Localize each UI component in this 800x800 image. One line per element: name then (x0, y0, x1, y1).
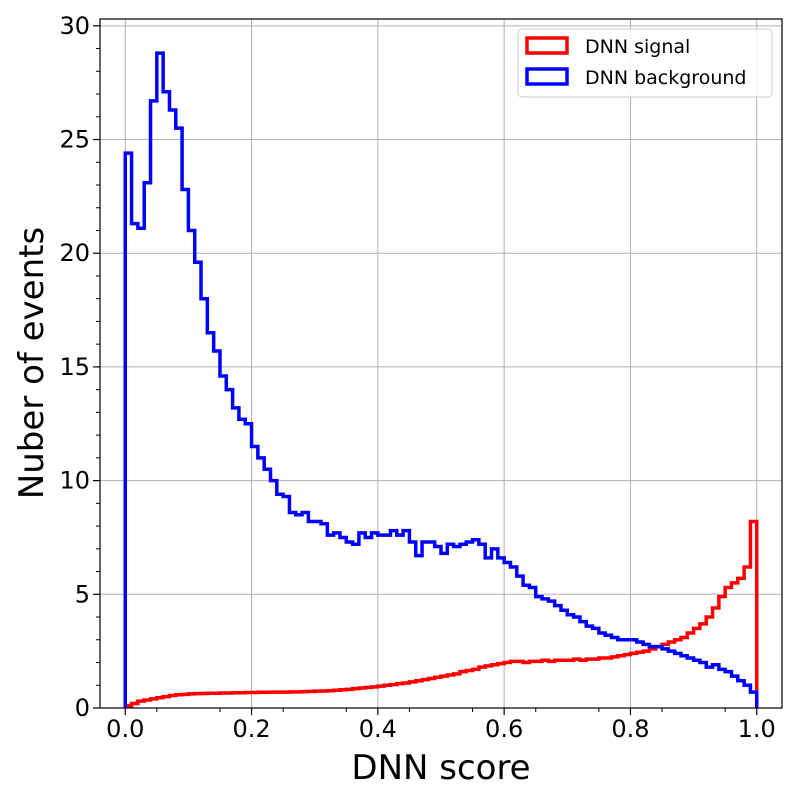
x-tick-label: 0.2 (232, 715, 270, 743)
y-tick-label: 25 (59, 126, 90, 154)
y-tick-label: 30 (59, 12, 90, 40)
legend-box (517, 28, 773, 98)
plot-frame (99, 18, 783, 709)
legend-label-background: DNN background (585, 67, 746, 89)
series-dnn-background (123, 51, 759, 708)
y-tick-label: 15 (59, 353, 90, 381)
x-tick-label: 0.4 (359, 715, 397, 743)
y-tick-label: 10 (59, 467, 90, 495)
y-tick-label: 0 (75, 694, 90, 722)
legend: DNN signal DNN background (517, 28, 773, 98)
x-tick-label: 1.0 (738, 715, 776, 743)
y-axis-title: Nuber of events (12, 227, 52, 499)
histogram-series (123, 51, 759, 708)
legend-swatch-signal (525, 36, 569, 55)
legend-label-signal: DNN signal (585, 36, 690, 58)
plot-area (100, 19, 782, 708)
y-tick-label: 20 (59, 239, 90, 267)
x-tick-label: 0.8 (611, 715, 649, 743)
x-tick-label: 0.0 (106, 715, 144, 743)
x-tick-label: 0.6 (485, 715, 523, 743)
x-axis-title: DNN score (351, 748, 530, 788)
axis-ticks: 0.0 0.2 0.4 0.6 0.8 1.0 0 5 10 15 20 25 30 (59, 12, 775, 743)
y-tick-label: 5 (75, 580, 90, 608)
grid-lines (100, 19, 782, 709)
legend-swatch-background (525, 67, 569, 86)
